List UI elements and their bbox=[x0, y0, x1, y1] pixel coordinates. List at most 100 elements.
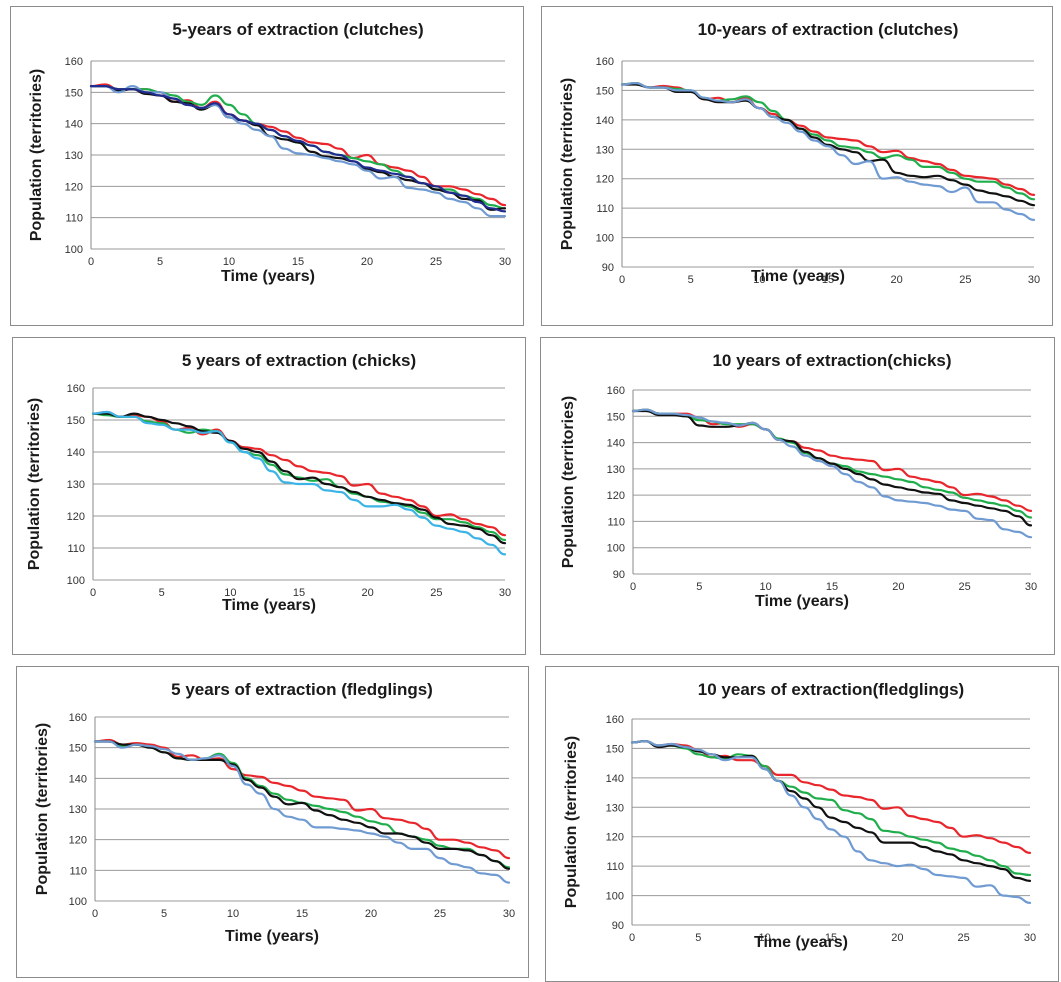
y-tick-label: 150 bbox=[596, 85, 614, 97]
y-tick-label: 140 bbox=[65, 119, 83, 131]
series-line bbox=[93, 738, 511, 860]
x-tick-label: 15 bbox=[293, 587, 305, 599]
series-line bbox=[620, 82, 1036, 196]
chart-title: 5 years of extraction (fledglings) bbox=[171, 680, 433, 699]
series-line bbox=[620, 83, 1036, 207]
x-tick-label: 10 bbox=[759, 932, 771, 944]
series-line bbox=[91, 412, 507, 545]
x-tick-label: 0 bbox=[630, 581, 636, 593]
series-line bbox=[631, 408, 1033, 512]
series-line bbox=[91, 412, 507, 542]
y-tick-label: 140 bbox=[67, 447, 85, 459]
series-line bbox=[630, 740, 1032, 882]
x-axis-label: Time (years) bbox=[221, 268, 315, 285]
series-line bbox=[89, 85, 507, 213]
y-tick-label: 150 bbox=[607, 411, 625, 423]
x-tick-label: 15 bbox=[825, 932, 837, 944]
y-tick-label: 110 bbox=[607, 516, 625, 528]
x-tick-label: 5 bbox=[157, 256, 163, 268]
y-tick-label: 120 bbox=[596, 174, 614, 186]
y-tick-label: 140 bbox=[606, 773, 624, 785]
y-tick-label: 130 bbox=[607, 464, 625, 476]
x-axis-label: Time (years) bbox=[222, 597, 316, 614]
chart-panel-clutches-10y: 10-years of extraction (clutches) 90 100 11… bbox=[541, 6, 1053, 326]
x-tick-label: 30 bbox=[499, 256, 511, 268]
y-tick-label: 160 bbox=[67, 383, 85, 395]
series-line bbox=[89, 85, 507, 211]
y-tick-label: 110 bbox=[67, 543, 85, 555]
y-tick-label: 120 bbox=[69, 835, 87, 847]
series-line bbox=[630, 740, 1032, 904]
y-tick-label: 160 bbox=[65, 56, 83, 68]
chart-panel-fledglings-5y: 5 years of extraction (fledglings) 100 110… bbox=[16, 666, 529, 978]
chart-panel-fledglings-10y: 10 years of extraction(fledglings) 90 100 1… bbox=[545, 666, 1059, 982]
x-tick-label: 5 bbox=[688, 274, 694, 286]
x-tick-label: 25 bbox=[430, 256, 442, 268]
y-axis-label: Population (territories) bbox=[563, 736, 580, 908]
x-tick-label: 30 bbox=[1025, 581, 1037, 593]
line-chart: 5-years of extraction (clutches)10011012… bbox=[28, 20, 511, 285]
x-tick-label: 20 bbox=[361, 256, 373, 268]
y-axis-label: Population (territories) bbox=[559, 78, 576, 250]
x-tick-label: 20 bbox=[892, 581, 904, 593]
series-line bbox=[91, 410, 507, 556]
series-line bbox=[631, 409, 1033, 527]
y-tick-label: 150 bbox=[67, 415, 85, 427]
x-tick-label: 10 bbox=[224, 587, 236, 599]
series-line bbox=[93, 740, 511, 870]
chart-title: 10 years of extraction(fledglings) bbox=[698, 680, 964, 699]
x-tick-label: 5 bbox=[159, 587, 165, 599]
x-axis-label: Time (years) bbox=[225, 928, 319, 945]
x-tick-label: 5 bbox=[695, 932, 701, 944]
x-tick-label: 10 bbox=[760, 581, 772, 593]
chart-title: 10-years of extraction (clutches) bbox=[698, 20, 959, 39]
x-tick-label: 0 bbox=[629, 932, 635, 944]
y-axis-label: Population (territories) bbox=[34, 723, 51, 895]
series-line bbox=[89, 83, 507, 207]
x-tick-label: 20 bbox=[362, 587, 374, 599]
line-chart: 5 years of extraction (chicks)1001101201… bbox=[26, 351, 511, 614]
x-axis-label: Time (years) bbox=[751, 268, 845, 285]
series-line bbox=[89, 85, 507, 218]
y-tick-label: 100 bbox=[69, 896, 87, 908]
x-tick-label: 15 bbox=[296, 908, 308, 920]
x-axis-label: Time (years) bbox=[755, 593, 849, 610]
y-axis-label: Population (territories) bbox=[28, 69, 45, 241]
x-tick-label: 0 bbox=[90, 587, 96, 599]
y-tick-label: 160 bbox=[69, 712, 87, 724]
line-chart: 5 years of extraction (fledglings) 100 110… bbox=[34, 680, 515, 945]
x-axis-label: Time (years) bbox=[754, 934, 848, 951]
x-tick-label: 30 bbox=[1028, 274, 1040, 286]
y-tick-label: 110 bbox=[69, 865, 87, 877]
y-tick-label: 120 bbox=[606, 832, 624, 844]
y-tick-label: 100 bbox=[606, 891, 624, 903]
x-tick-label: 20 bbox=[891, 932, 903, 944]
y-tick-label: 110 bbox=[65, 213, 83, 225]
y-tick-label: 150 bbox=[65, 87, 83, 99]
x-tick-label: 10 bbox=[753, 274, 765, 286]
y-tick-label: 160 bbox=[596, 56, 614, 68]
x-tick-label: 25 bbox=[430, 587, 442, 599]
chart-title: 10 years of extraction(chicks) bbox=[712, 351, 951, 370]
y-tick-label: 140 bbox=[69, 773, 87, 785]
series-line bbox=[93, 740, 511, 884]
series-line bbox=[631, 408, 1033, 539]
x-tick-label: 0 bbox=[619, 274, 625, 286]
x-tick-label: 25 bbox=[959, 274, 971, 286]
series-line bbox=[620, 82, 1036, 201]
y-tick-label: 130 bbox=[67, 479, 85, 491]
x-tick-label: 30 bbox=[503, 908, 515, 920]
y-tick-label: 90 bbox=[612, 920, 624, 932]
y-tick-label: 150 bbox=[606, 743, 624, 755]
series-line bbox=[620, 82, 1036, 221]
x-tick-label: 30 bbox=[499, 587, 511, 599]
x-tick-label: 15 bbox=[822, 274, 834, 286]
y-tick-label: 130 bbox=[69, 804, 87, 816]
y-tick-label: 120 bbox=[65, 181, 83, 193]
line-chart: 10-years of extraction (clutches)9010011… bbox=[559, 20, 1040, 286]
x-tick-label: 10 bbox=[223, 256, 235, 268]
x-tick-label: 20 bbox=[365, 908, 377, 920]
y-tick-label: 100 bbox=[67, 575, 85, 587]
y-tick-label: 130 bbox=[606, 802, 624, 814]
x-tick-label: 15 bbox=[826, 581, 838, 593]
